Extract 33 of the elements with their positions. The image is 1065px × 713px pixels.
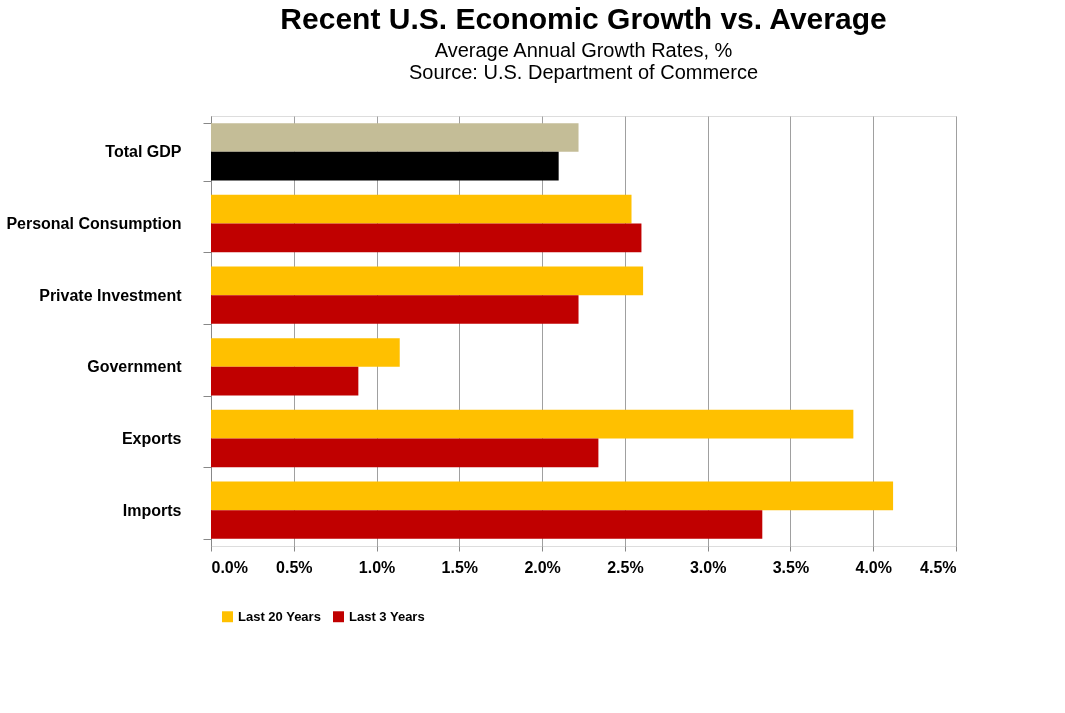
y-tick-label: Personal Consumption bbox=[6, 215, 182, 232]
chart-subtitle: Average Annual Growth Rates, % bbox=[434, 39, 733, 61]
legend-label: Last 20 Years bbox=[238, 608, 321, 624]
x-tick-label: 2.0% bbox=[524, 558, 561, 576]
bar bbox=[211, 266, 644, 296]
y-tick-label: Government bbox=[87, 358, 183, 376]
bar bbox=[211, 123, 579, 152]
bar bbox=[211, 338, 400, 367]
legend-label: Last 3 Years bbox=[349, 608, 425, 624]
x-tick-label: 2.5% bbox=[607, 558, 644, 576]
bar bbox=[211, 366, 359, 396]
bar bbox=[211, 481, 894, 511]
y-tick-label: Imports bbox=[122, 501, 182, 519]
x-tick-label: 4.0% bbox=[855, 558, 892, 576]
y-tick-label: Total GDP bbox=[105, 143, 182, 161]
bar bbox=[211, 194, 632, 224]
x-tick-label: 0.5% bbox=[276, 558, 313, 576]
bar bbox=[211, 409, 854, 439]
bar bbox=[211, 510, 763, 539]
source-note: Source: U.S. Department of Commerce bbox=[408, 61, 759, 83]
x-tick-label: 4.5% bbox=[920, 558, 957, 576]
x-tick-label: 0.0% bbox=[211, 558, 248, 576]
x-tick-label: 1.5% bbox=[441, 558, 479, 576]
bar bbox=[211, 295, 579, 324]
y-tick-label: Exports bbox=[121, 430, 182, 447]
y-tick-label: Private Investment bbox=[39, 286, 183, 304]
x-tick-label: 1.0% bbox=[358, 558, 396, 576]
bar bbox=[211, 438, 599, 468]
bar bbox=[211, 151, 559, 181]
bar bbox=[211, 223, 642, 253]
chart-title: Recent U.S. Economic Growth vs. Average bbox=[280, 2, 887, 35]
x-tick-label: 3.5% bbox=[772, 558, 810, 576]
x-tick-label: 3.0% bbox=[689, 558, 727, 576]
